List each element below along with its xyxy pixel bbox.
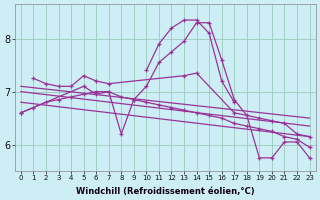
X-axis label: Windchill (Refroidissement éolien,°C): Windchill (Refroidissement éolien,°C) bbox=[76, 187, 254, 196]
